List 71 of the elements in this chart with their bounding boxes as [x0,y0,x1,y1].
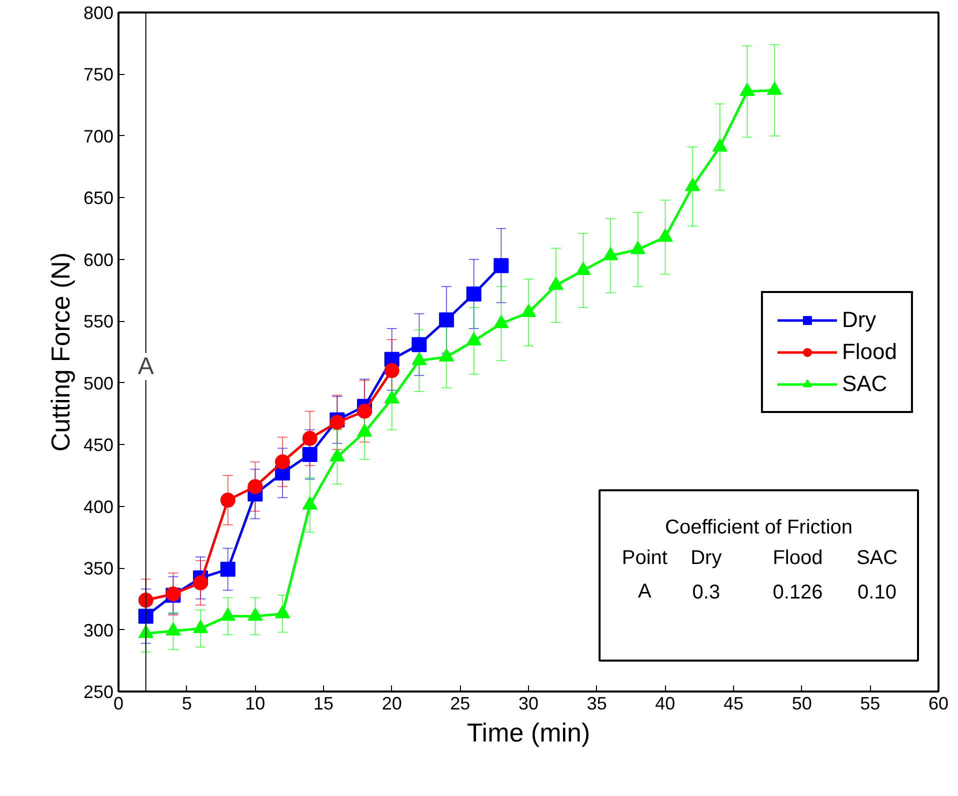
y-tick-label: 800 [83,3,114,23]
x-tick-label: 40 [655,694,676,714]
point [412,352,427,366]
annotation: 0.126 [772,582,823,604]
y-tick-label: 450 [83,435,114,456]
point [412,337,427,352]
point [302,446,318,462]
x-tick-label: 35 [586,694,607,714]
point [439,348,454,362]
y-tick-label: 550 [83,312,114,332]
point [384,390,400,404]
y-tick-label: 650 [83,188,114,208]
legend-label: SAC [842,370,888,396]
x-tick-label: 60 [928,694,949,714]
ref-line-label: A [138,352,154,380]
point [248,479,263,494]
x-axis-title: Time (min) [466,718,590,748]
point [740,82,755,96]
point [439,312,454,328]
point [685,178,700,192]
point [220,492,236,508]
point [302,430,318,446]
point [494,315,509,328]
y-tick-label: 700 [83,126,114,146]
point [548,276,564,290]
point [302,496,318,510]
annotation: 0.3 [692,582,720,604]
point [193,575,208,590]
legend-label: Flood [842,338,897,364]
y-tick-label: 400 [83,496,114,517]
y-tick-label: 500 [83,373,114,394]
y-axis-title: Cutting Force (N) [45,252,76,452]
x-tick-label: 55 [860,694,880,714]
y-tick-label: 600 [83,250,114,270]
x-tick-label: 45 [723,694,744,714]
y-tick-label: 350 [83,558,114,579]
annotation: Coefficient of Friction [665,516,853,538]
y-tick-label: 250 [83,682,114,702]
point [466,286,482,302]
x-tick-label: 15 [313,694,334,714]
annotation: A [638,580,652,602]
y-tick-label: 750 [83,64,114,85]
point [275,454,290,470]
point [384,363,400,378]
x-tick-label: 30 [518,694,539,714]
point [767,82,782,95]
point [658,228,673,242]
point [220,562,236,577]
point [357,424,372,437]
annotation: Point [622,547,668,570]
point [357,404,372,419]
annotation: SAC [856,547,898,570]
point [630,240,646,254]
legend-label: Dry [842,306,876,332]
x-tick-label: 0 [113,694,124,714]
point [138,592,154,608]
point [712,138,728,152]
y-tick-label: 300 [83,620,114,640]
point [466,332,482,346]
x-tick-label: 25 [450,694,470,714]
point [521,304,536,318]
point [138,608,154,624]
x-tick-label: 50 [792,694,812,714]
x-tick-label: 10 [245,694,266,714]
x-tick-label: 5 [182,694,192,714]
annotation: 0.10 [858,582,896,604]
point [603,247,618,260]
x-tick-label: 20 [382,694,402,714]
annotation: Flood [772,547,823,570]
annotation: Dry [690,547,722,570]
point [576,262,591,276]
